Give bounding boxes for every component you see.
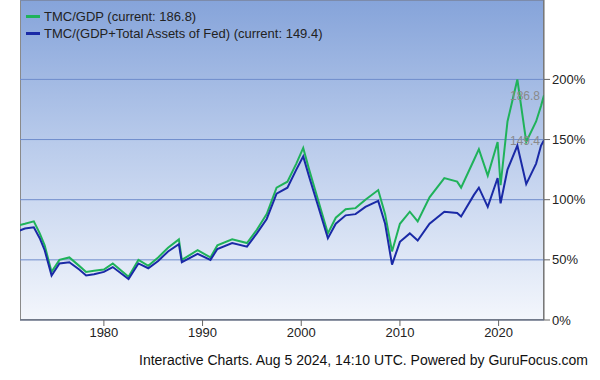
html-text:Interactive Charts. Aug 5 2024: Interactive Charts. Aug 5 2024, 14:10 UT… — [139, 352, 588, 368]
svg-text:1990: 1990 — [188, 325, 217, 340]
svg-text:1980: 1980 — [89, 325, 118, 340]
svg-text:0%: 0% — [552, 313, 571, 328]
svg-text:2000: 2000 — [287, 325, 316, 340]
svg-text:200%: 200% — [552, 72, 586, 87]
html-text:TMC/(GDP+Total Assets of Fed): TMC/(GDP+Total Assets of Fed) (current: … — [44, 26, 323, 41]
svg-text:2020: 2020 — [484, 325, 513, 340]
svg-text:150%: 150% — [552, 132, 586, 147]
html-text:TMC/GDP (current: 186.8): TMC/GDP (current: 186.8) — [44, 9, 197, 24]
svg-text:2010: 2010 — [385, 325, 414, 340]
svg-text:149.4: 149.4 — [510, 134, 540, 148]
svg-text:100%: 100% — [552, 192, 586, 207]
svg-text:50%: 50% — [552, 252, 578, 267]
svg-text:186.8: 186.8 — [510, 89, 540, 103]
